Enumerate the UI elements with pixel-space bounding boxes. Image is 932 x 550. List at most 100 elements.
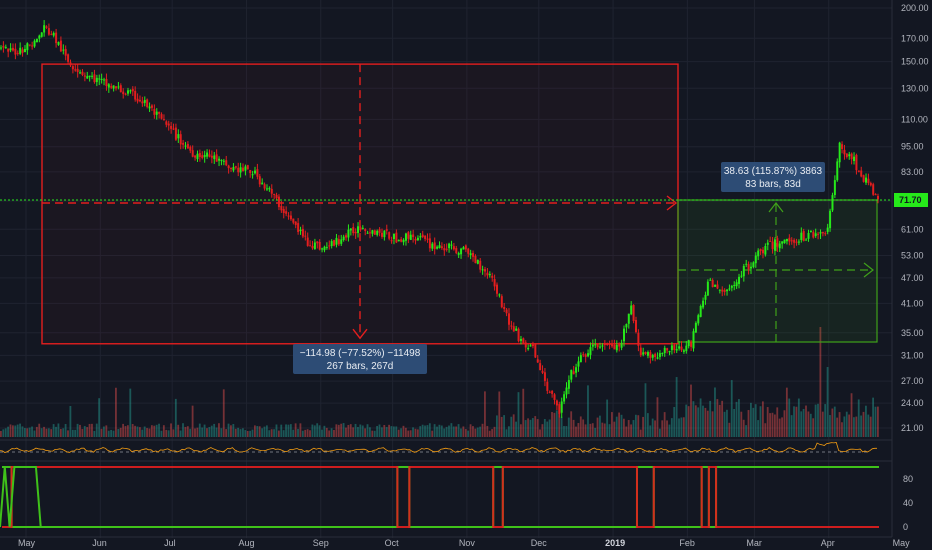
volume-bar (201, 427, 204, 437)
candle-body (285, 211, 288, 214)
measure-drop[interactable] (41, 63, 679, 345)
candle (309, 240, 312, 247)
volume-bar (855, 416, 858, 437)
candle (93, 69, 96, 84)
candle-body (582, 354, 585, 356)
volume-bar (158, 423, 160, 437)
candle (757, 248, 760, 260)
candle-body (488, 274, 491, 276)
candle-body (493, 279, 496, 287)
candle-body (606, 343, 609, 345)
candle (146, 98, 149, 109)
candle (486, 268, 489, 279)
candle-body (424, 235, 427, 239)
candle (723, 288, 726, 296)
candle-body (457, 253, 460, 255)
candle-body (11, 47, 14, 51)
candle-body (191, 150, 194, 157)
volume-bar (467, 430, 470, 437)
volume-bar (721, 400, 724, 437)
measure-rise[interactable] (677, 199, 878, 343)
volume-bar (654, 420, 656, 437)
candle (728, 284, 731, 291)
candle (366, 230, 369, 234)
volume-bar (630, 424, 632, 437)
candle (318, 239, 321, 251)
price-tick-label: 53.00 (901, 250, 924, 260)
candle (831, 192, 834, 212)
volume-bar (460, 428, 462, 437)
candle-body (100, 78, 103, 80)
volume-bar (88, 423, 91, 437)
candle-body (587, 353, 590, 357)
candle-body (376, 230, 379, 235)
candle (2, 41, 5, 53)
volume-bar (663, 412, 666, 437)
measure-label-line1: 38.63 (115.87%) 3863 (724, 166, 823, 177)
candle (421, 230, 424, 239)
volume-bar (809, 413, 812, 437)
candle (582, 351, 585, 358)
measure-label-rise: 38.63 (115.87%) 3863 83 bars, 83d (721, 162, 825, 192)
candle (138, 95, 141, 103)
candle-body (153, 109, 156, 115)
volume-bar (730, 380, 733, 437)
volume-bar (392, 426, 395, 437)
candle (107, 83, 110, 93)
candle (392, 233, 395, 245)
volume-bar (330, 428, 333, 437)
volume-bar (253, 425, 256, 437)
candle (666, 347, 669, 354)
volume-bar (277, 430, 280, 437)
time-axis[interactable]: May Jun Jul Aug Sep Oct Nov Dec 2019 Feb Mar Apr May (18, 538, 910, 548)
candle-body (373, 230, 376, 235)
volume-bar (428, 423, 431, 437)
volume-bar (869, 416, 872, 437)
candle-body (658, 353, 661, 357)
candle-body (230, 167, 233, 169)
candle-body (407, 232, 410, 239)
volume-bar (484, 391, 486, 437)
volume-bar (860, 415, 863, 437)
volume-bar (426, 425, 429, 437)
volume-bar (788, 398, 791, 437)
candle (467, 247, 470, 258)
candle (150, 104, 153, 111)
price-axis[interactable]: 200.00 170.00 150.00 130.00 110.00 95.00 83.00… (893, 0, 932, 550)
candle-body (91, 75, 94, 77)
candle (232, 163, 235, 173)
candle-body (661, 352, 664, 354)
volume-bar (112, 430, 115, 437)
volume-bar (443, 428, 446, 437)
volume-bar (0, 430, 2, 437)
candle (316, 241, 319, 249)
volume-bar (440, 425, 443, 437)
time-tick-label: Sep (313, 538, 329, 548)
candle (225, 155, 228, 167)
volume-bar (486, 425, 489, 437)
volume-bar (877, 406, 879, 437)
volume-bar (79, 424, 81, 437)
candle-body (237, 167, 240, 173)
candle-body (440, 246, 443, 249)
measurement-rectangles[interactable] (41, 63, 878, 345)
candle-body (764, 246, 767, 255)
candle (357, 222, 360, 238)
candle (812, 230, 815, 239)
volume-bar (766, 407, 769, 437)
volume-bar (496, 415, 498, 437)
volume-bar (43, 426, 45, 437)
volume-bar (177, 424, 180, 437)
candle (802, 228, 805, 242)
volume-bar (797, 398, 800, 437)
volume-bar (632, 420, 635, 437)
volume-bar (829, 415, 831, 437)
measure-label-line2: 83 bars, 83d (745, 179, 801, 190)
volume-bar (38, 423, 41, 437)
candle (726, 289, 729, 296)
candle (663, 345, 666, 357)
candle (385, 224, 388, 235)
candle (289, 211, 292, 221)
candle-body (160, 114, 163, 119)
